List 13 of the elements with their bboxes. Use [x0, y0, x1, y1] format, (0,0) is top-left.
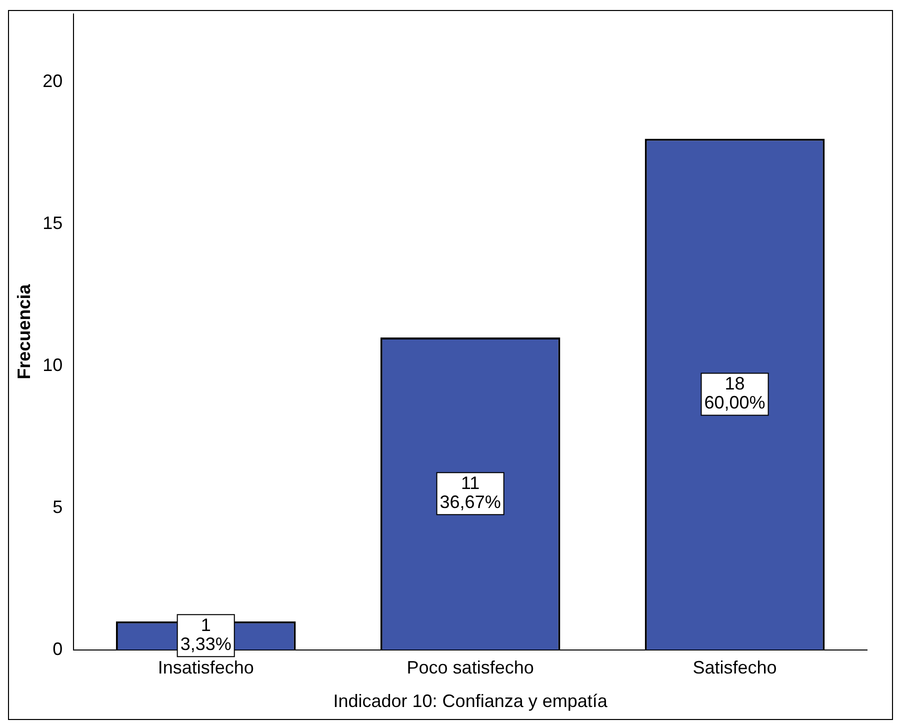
- y-axis-title: Frecuencia: [14, 283, 34, 380]
- x-axis-title: Indicador 10: Confianza y empatía: [333, 691, 608, 712]
- x-tick-label: Poco satisfecho: [406, 658, 534, 678]
- y-tick-label: 0: [52, 638, 63, 659]
- data-label: 18 60,00%: [704, 374, 766, 413]
- data-label: 11 36,67%: [440, 473, 501, 512]
- x-tick-label: Insatisfecho: [158, 658, 254, 678]
- y-tick-label: 20: [42, 70, 63, 91]
- y-tick-label: 10: [42, 354, 63, 375]
- y-tick-label: 5: [52, 496, 63, 517]
- x-tick-label: Satisfecho: [692, 658, 777, 678]
- y-tick-label: 15: [42, 212, 63, 233]
- data-label: 1 3,33%: [180, 615, 232, 654]
